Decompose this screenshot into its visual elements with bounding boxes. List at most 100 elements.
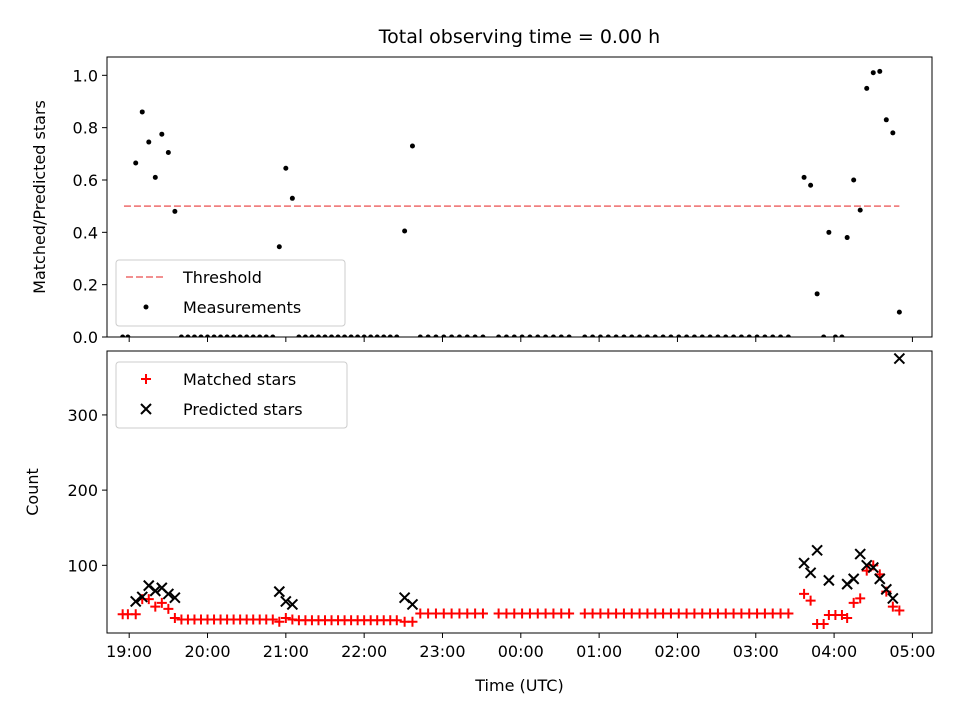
matched-stars-point <box>783 608 794 619</box>
matched-stars-point <box>818 618 829 629</box>
matched-stars-point <box>163 603 174 614</box>
predicted-stars-point <box>130 595 142 608</box>
measurement-point <box>511 334 517 337</box>
measurement-point <box>218 334 224 337</box>
measurement-point <box>496 334 502 337</box>
x-tick-label: 22:00 <box>341 642 387 661</box>
measurement-point <box>417 334 423 337</box>
predicted-stars-point <box>893 352 906 365</box>
measurement-point <box>644 334 650 337</box>
y-tick-label: 0.2 <box>73 276 98 295</box>
x-tick-label: 00:00 <box>498 642 544 661</box>
legend-box <box>115 259 346 327</box>
measurement-point <box>172 208 178 214</box>
measurement-point <box>165 150 171 156</box>
measurement-point <box>590 334 596 337</box>
matched-stars-point <box>894 605 905 616</box>
predicted-stars-point <box>823 574 835 587</box>
measurement-point <box>387 334 393 337</box>
measurement-point <box>668 334 674 337</box>
predicted-stars-point <box>867 561 879 574</box>
axes-frame-2 <box>106 350 933 634</box>
matched-stars-point <box>855 593 866 604</box>
measurement-point <box>883 117 889 123</box>
legend-label: Matched stars <box>183 370 296 389</box>
measurement-point <box>832 334 838 337</box>
matched-stars-point <box>848 597 859 608</box>
measurement-point <box>723 334 729 337</box>
measurement-point <box>283 165 289 171</box>
predicted-stars-point <box>798 557 810 569</box>
measurement-point <box>159 131 165 137</box>
x-tick-label: 20:00 <box>184 642 230 661</box>
measurement-point <box>652 334 658 337</box>
measurement-point <box>329 334 335 337</box>
legend-label: Predicted stars <box>183 400 303 419</box>
measurement-point <box>205 334 211 337</box>
x-axis-label: Time (UTC) <box>474 676 563 695</box>
measurement-point <box>270 334 276 337</box>
legend-predicted-swatch <box>140 403 152 415</box>
measurement-point <box>409 143 415 149</box>
chart-title: Total observing time = 0.00 h <box>378 26 660 48</box>
measurement-point <box>250 334 256 337</box>
predicted-stars-point <box>854 548 866 560</box>
measurement-point <box>896 309 902 315</box>
matched-stars-point <box>391 615 402 626</box>
matched-stars-point <box>477 608 488 619</box>
matched-stars-point <box>887 601 898 612</box>
legend-label: Measurements <box>183 298 301 317</box>
plot-area-1 <box>120 68 902 337</box>
measurement-point <box>851 177 857 183</box>
legend-label: Threshold <box>182 268 262 287</box>
predicted-stars-point <box>406 598 419 611</box>
measurement-point <box>322 334 328 337</box>
measurement-point <box>139 109 145 115</box>
matched-stars-point <box>842 612 853 623</box>
measurement-point <box>257 334 263 337</box>
x-tick-label: 21:00 <box>263 642 309 661</box>
measurement-point <box>296 334 302 337</box>
matched-stars-point <box>805 595 816 606</box>
matched-stars-point <box>836 609 847 620</box>
y-tick-label: 0.8 <box>73 119 98 138</box>
measurement-point <box>394 334 400 337</box>
measurement-point <box>335 334 341 337</box>
measurement-point <box>152 174 158 180</box>
x-tick-label: 19:00 <box>106 642 152 661</box>
measurement-point <box>480 334 486 337</box>
measurement-point <box>826 229 832 235</box>
measurement-point <box>778 334 784 337</box>
measurement-point <box>433 334 439 337</box>
y-tick-label: 0.0 <box>73 328 98 347</box>
measurement-point <box>381 334 387 337</box>
matched-stars-point <box>799 588 810 599</box>
matched-stars-point <box>169 612 180 623</box>
measurement-point <box>263 334 269 337</box>
measurement-point <box>543 334 549 337</box>
predicted-stars-point <box>847 573 860 585</box>
measurement-point <box>660 334 666 337</box>
measurement-point <box>715 334 721 337</box>
legend-matched-swatch <box>141 374 151 384</box>
measurement-point <box>348 334 354 337</box>
measurement-point <box>814 291 820 297</box>
matched-stars-point <box>156 597 167 608</box>
measurement-point <box>637 334 643 337</box>
plot-area-2 <box>117 352 906 629</box>
measurement-point <box>198 334 204 337</box>
measurement-point <box>762 334 768 337</box>
measurement-point <box>746 334 752 337</box>
measurement-point <box>613 334 619 337</box>
measurement-point <box>146 139 152 145</box>
y-tick-label: 0.6 <box>73 171 98 190</box>
predicted-stars-point <box>804 567 817 579</box>
measurement-point <box>821 334 827 337</box>
measurement-point <box>558 334 564 337</box>
measurement-point <box>770 334 776 337</box>
measurement-point <box>355 334 361 337</box>
measurement-point <box>535 334 541 337</box>
measurement-point <box>877 68 883 74</box>
predicted-stars-point <box>874 573 886 585</box>
measurement-point <box>374 334 380 337</box>
